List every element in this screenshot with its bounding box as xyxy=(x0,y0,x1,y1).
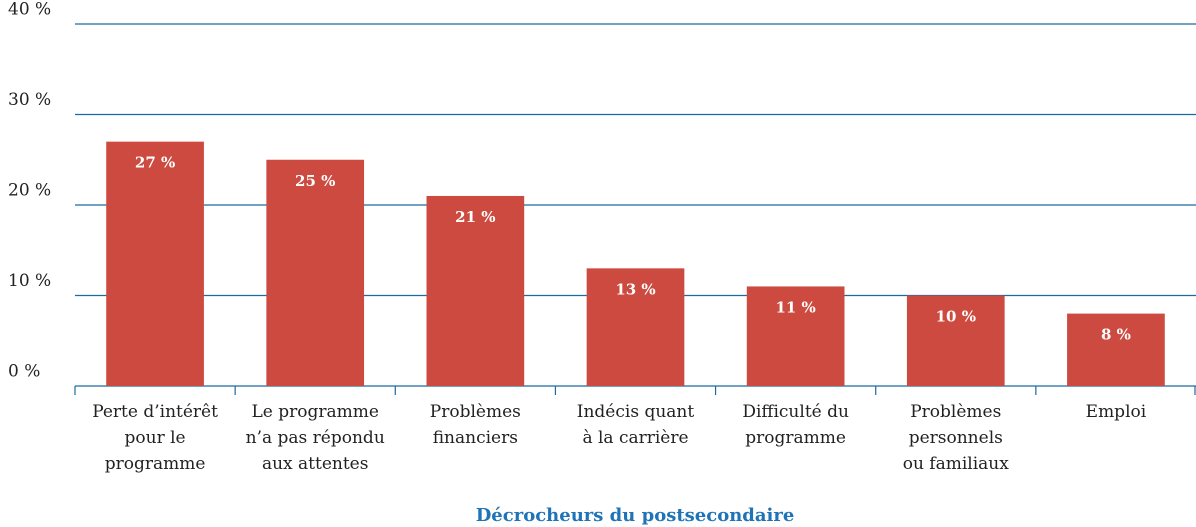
y-tick-label: 40 % xyxy=(8,0,51,20)
bar xyxy=(1067,313,1165,386)
bar xyxy=(266,159,365,386)
x-tick-label: Emploi xyxy=(1086,402,1147,422)
value-label: 11 % xyxy=(775,298,815,316)
y-tick-label: 0 % xyxy=(8,362,40,382)
y-tick-label: 30 % xyxy=(8,90,51,110)
bar xyxy=(426,195,525,386)
value-label: 21 % xyxy=(455,208,495,226)
y-tick-label: 20 % xyxy=(8,181,51,201)
value-label: 25 % xyxy=(295,172,335,190)
x-tick-label: Le programme n’a pas répondu aux attentes xyxy=(246,402,385,474)
bar xyxy=(906,295,1005,386)
bar xyxy=(106,141,204,386)
y-tick-label: 10 % xyxy=(8,271,51,291)
x-tick-label: Problèmes personnels ou familiaux xyxy=(903,402,1010,474)
value-label: 13 % xyxy=(615,280,655,298)
x-tick-label: Problèmes financiers xyxy=(430,402,521,448)
x-axis-title: Décrocheurs du postsecondaire xyxy=(476,505,795,526)
x-tick-label: Perte d’intérêt pour le programme xyxy=(92,402,218,474)
x-tick-label: Difficulté du programme xyxy=(742,402,849,448)
value-label: 27 % xyxy=(135,154,175,172)
value-label: 10 % xyxy=(936,308,976,326)
bar xyxy=(746,286,845,386)
bar xyxy=(586,268,685,386)
value-label: 8 % xyxy=(1101,326,1131,344)
x-tick-label: Indécis quant à la carrière xyxy=(577,402,695,448)
